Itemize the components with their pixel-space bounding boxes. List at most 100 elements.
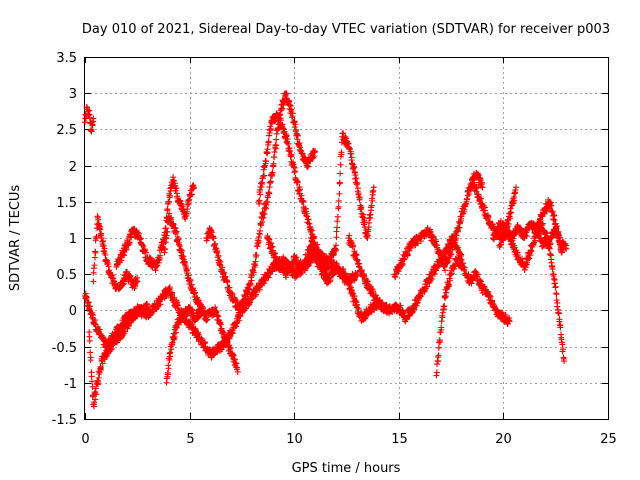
- data-point: [270, 160, 277, 167]
- data-point: [356, 194, 363, 201]
- data-point: [261, 164, 268, 171]
- data-point: [332, 246, 339, 253]
- data-point: [154, 262, 161, 269]
- data-point: [259, 180, 266, 187]
- data-point: [166, 284, 173, 291]
- data-point: [142, 305, 149, 312]
- data-point: [242, 305, 249, 312]
- data-point: [210, 235, 217, 242]
- data-point: [192, 289, 199, 296]
- data-point: [142, 249, 149, 256]
- data-point: [334, 224, 341, 231]
- data-point: [236, 317, 243, 324]
- data-point: [269, 163, 276, 170]
- data-point: [120, 280, 127, 287]
- data-point: [253, 252, 260, 259]
- data-point: [370, 187, 377, 194]
- data-point: [215, 252, 222, 259]
- data-point: [264, 199, 271, 206]
- data-point: [166, 210, 173, 217]
- data-point: [548, 259, 555, 266]
- data-point: [442, 267, 449, 274]
- data-point: [177, 246, 184, 253]
- data-point: [286, 145, 293, 152]
- data-point: [336, 190, 343, 197]
- data-point: [290, 164, 297, 171]
- y-tick-label: 1.5: [56, 196, 77, 211]
- data-point: [102, 252, 109, 259]
- data-point: [325, 264, 332, 271]
- data-point: [279, 105, 286, 112]
- data-point: [175, 302, 182, 309]
- data-point: [337, 170, 344, 177]
- data-point: [320, 254, 327, 261]
- data-point: [230, 352, 237, 359]
- x-tick-label: 5: [186, 432, 194, 447]
- x-axis-label: GPS time / hours: [292, 461, 401, 476]
- data-point: [166, 192, 173, 199]
- series-sat-d: [90, 213, 141, 293]
- data-point: [126, 239, 133, 246]
- data-point: [274, 126, 281, 133]
- data-point: [340, 130, 347, 137]
- data-point: [90, 118, 97, 125]
- data-point: [262, 158, 269, 165]
- data-point: [164, 371, 171, 378]
- data-point: [227, 344, 234, 351]
- data-point: [173, 228, 180, 235]
- data-point: [294, 132, 301, 139]
- data-point: [296, 140, 303, 147]
- data-point: [292, 126, 299, 133]
- data-point: [299, 197, 306, 204]
- data-point: [106, 267, 113, 274]
- data-point: [304, 213, 311, 220]
- data-point: [447, 271, 454, 278]
- data-point: [89, 383, 96, 390]
- data-point: [118, 257, 125, 264]
- data-point: [282, 91, 289, 98]
- data-point: [305, 163, 312, 170]
- data-point: [348, 154, 355, 161]
- data-point: [189, 321, 196, 328]
- data-point: [242, 296, 249, 303]
- data-point: [553, 291, 560, 298]
- y-tick-label: 0.5: [56, 268, 77, 283]
- data-point: [87, 357, 94, 364]
- data-point: [203, 317, 210, 324]
- data-point: [83, 293, 90, 300]
- y-tick-label: 3: [69, 87, 77, 102]
- data-point: [165, 198, 172, 205]
- x-tick-label: 15: [391, 432, 408, 447]
- data-point: [294, 179, 301, 186]
- data-point: [289, 110, 296, 117]
- data-point: [212, 244, 219, 251]
- data-point: [248, 272, 255, 279]
- data-point: [291, 124, 298, 131]
- data-point: [170, 336, 177, 343]
- data-point: [132, 283, 139, 290]
- data-point: [262, 277, 269, 284]
- data-point: [229, 291, 236, 298]
- data-point: [92, 317, 99, 324]
- data-point: [99, 360, 106, 367]
- data-point: [162, 246, 169, 253]
- data-point: [551, 280, 558, 287]
- data-point: [273, 136, 280, 143]
- data-point: [352, 172, 359, 179]
- data-point: [260, 173, 267, 180]
- data-point: [188, 191, 195, 198]
- data-point: [264, 194, 271, 201]
- data-point: [277, 117, 284, 124]
- data-point: [305, 216, 312, 223]
- data-point: [351, 168, 358, 175]
- data-point: [267, 178, 274, 185]
- data-point: [555, 310, 562, 317]
- data-point: [86, 114, 93, 121]
- data-point: [237, 313, 244, 320]
- data-point: [173, 185, 180, 192]
- data-point: [261, 172, 268, 179]
- series-sat-j: [307, 130, 377, 272]
- chart-title: Day 010 of 2021, Sidereal Day-to-day VTE…: [82, 22, 610, 37]
- data-point: [92, 249, 99, 256]
- data-point: [300, 198, 307, 205]
